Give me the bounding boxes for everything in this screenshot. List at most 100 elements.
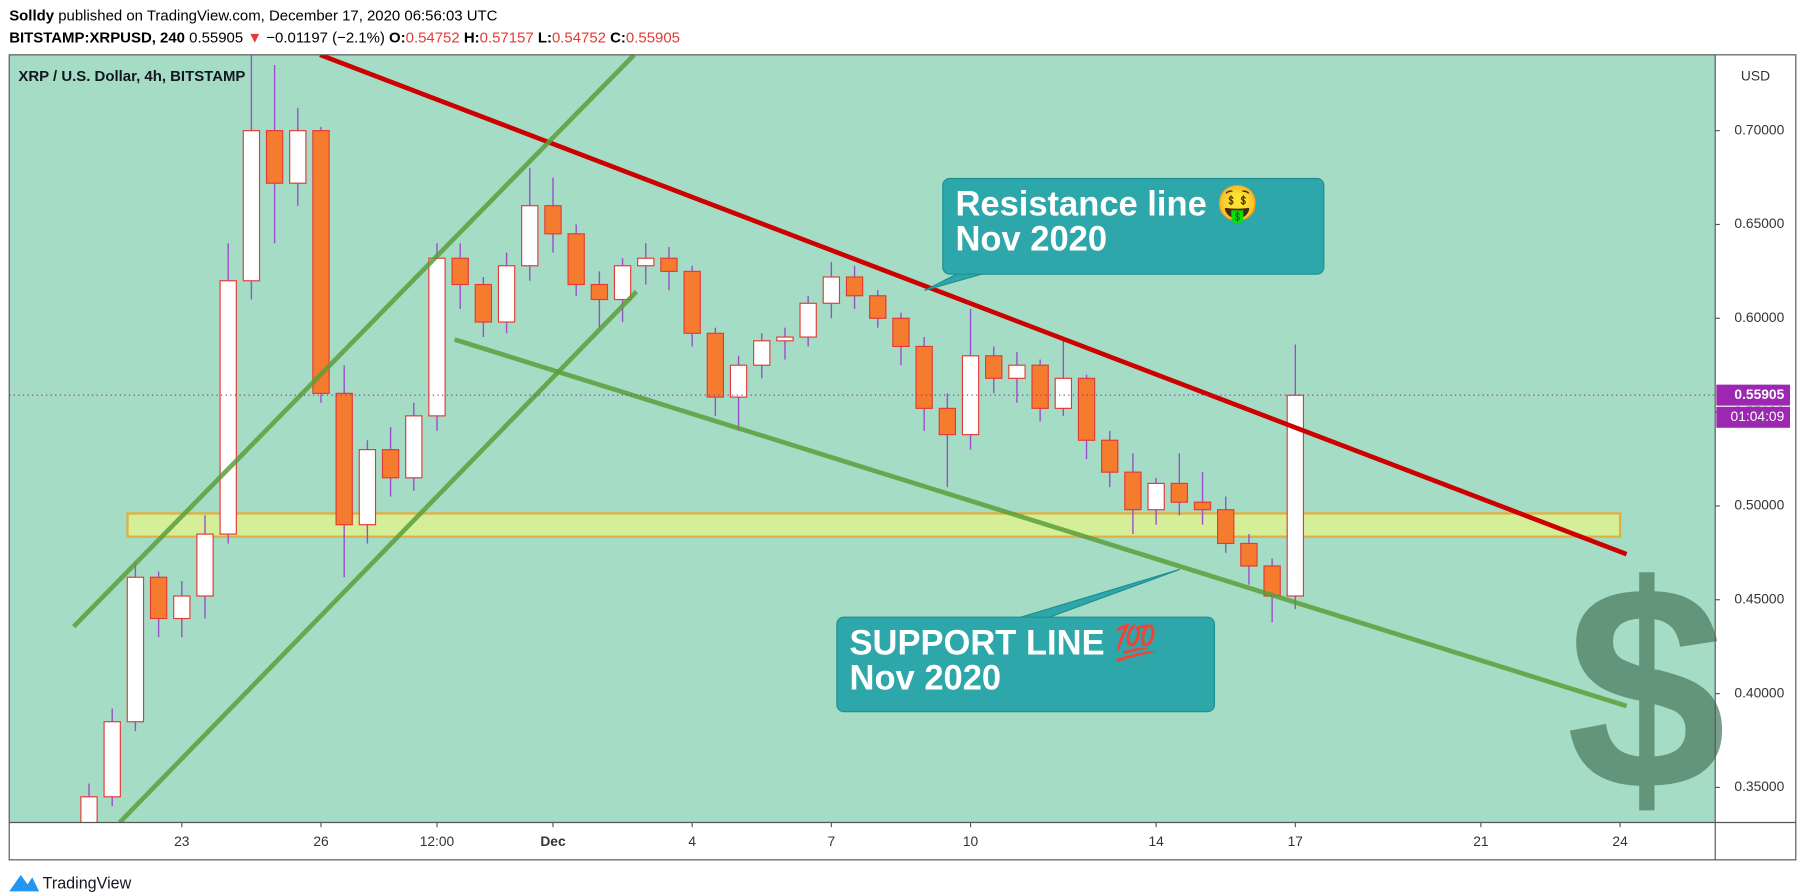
candle-body <box>1286 394 1305 597</box>
candle-body <box>822 276 841 304</box>
candle-body <box>544 205 562 235</box>
trend-line <box>72 54 636 629</box>
candle-body <box>729 364 748 398</box>
candle-body <box>845 276 864 297</box>
header-line-1: Solldy published on TradingView.com, Dec… <box>9 7 497 24</box>
candle-body <box>428 257 446 417</box>
symbol: BITSTAMP:XRPUSD, 240 <box>9 29 185 46</box>
y-tick-label: 0.65000 <box>1734 215 1784 231</box>
candle-body <box>683 270 701 334</box>
logo-icon <box>9 875 40 892</box>
candle-body <box>381 449 400 479</box>
candle-body <box>1054 377 1073 409</box>
candle-body <box>1101 439 1119 473</box>
change: −0.01197 (−2.1%) <box>266 29 385 46</box>
frame <box>8 54 1797 861</box>
plot <box>9 54 1716 823</box>
o-value: 0.54752 <box>406 29 460 46</box>
candle-body <box>799 302 817 338</box>
candle-body <box>358 449 377 526</box>
price-axis-panel <box>1715 54 1796 823</box>
c-label: C: <box>610 29 626 46</box>
candle-body <box>80 796 98 823</box>
candle-body <box>265 130 284 184</box>
price: 0.55905 <box>189 29 243 46</box>
currency: USD <box>1741 68 1770 84</box>
time-axis-panel <box>9 822 1796 860</box>
candle-body <box>521 205 539 267</box>
trend-line <box>117 290 639 823</box>
x-tick-label: 10 <box>963 833 979 849</box>
legend: XRP / U.S. Dollar, 4h, BITSTAMP <box>18 68 245 85</box>
candle-body <box>196 533 214 597</box>
overlay: $ XRP / U.S. Dollar, 4h, BITSTAMP Resistan… <box>18 68 1726 851</box>
candle-body <box>126 576 145 723</box>
candle-body <box>149 576 168 620</box>
author: Solldy <box>9 7 54 24</box>
arrow: ▼ <box>247 29 262 46</box>
candle-body <box>1217 509 1235 545</box>
x-tick-label: 24 <box>1612 833 1628 849</box>
candle-body <box>892 317 910 348</box>
candle-body <box>497 265 516 323</box>
candle-body <box>637 257 655 267</box>
l-label: L: <box>538 29 552 46</box>
candle-body <box>613 265 632 301</box>
candle-body <box>1031 364 1049 409</box>
candle-body <box>173 595 191 620</box>
candle-body <box>1008 364 1026 379</box>
y-tick-label: 0.50000 <box>1734 497 1784 513</box>
l-value: 0.54752 <box>552 29 606 46</box>
candle-body <box>451 257 469 286</box>
candle-body <box>312 130 330 394</box>
candle-body <box>567 233 585 286</box>
candle-body <box>474 283 493 323</box>
brand: TradingView <box>43 875 132 893</box>
candle-body <box>869 295 887 319</box>
x-tick-label: 14 <box>1148 833 1164 849</box>
candle-body <box>1147 482 1165 511</box>
candle-body <box>776 336 794 342</box>
candle-body <box>1077 377 1096 441</box>
watermark: $ <box>1566 526 1726 851</box>
h-value: 0.57157 <box>480 29 534 46</box>
o-label: O: <box>389 29 406 46</box>
x-tick-label: 12:00 <box>420 833 455 849</box>
x-tick-label: 26 <box>313 833 329 849</box>
candle-body <box>1124 471 1142 511</box>
y-tick-label: 0.70000 <box>1734 121 1784 137</box>
y-tick-label: 0.35000 <box>1734 778 1784 794</box>
trend-line <box>319 54 1628 557</box>
last-price-label: 0.55905 <box>1734 386 1784 402</box>
candle-body <box>985 355 1003 379</box>
countdown: 01:04:09 <box>1731 408 1785 424</box>
y-tick-label: 0.40000 <box>1734 684 1784 700</box>
callout-text: Nov 2020 <box>955 221 1107 259</box>
callout-text: Nov 2020 <box>850 659 1002 697</box>
x-tick-label: 23 <box>174 833 190 849</box>
last-price-tag <box>1716 384 1791 406</box>
candle-body <box>103 721 121 798</box>
y-tick-label: 0.45000 <box>1734 590 1784 606</box>
header-line-2: BITSTAMP:XRPUSD, 240 0.55905 ▼ −0.01197 … <box>9 29 680 46</box>
candle-body <box>706 332 725 398</box>
x-tick-label: 4 <box>688 833 696 849</box>
x-tick-label: 17 <box>1288 833 1304 849</box>
published: published on TradingView.com, December 1… <box>58 7 497 24</box>
x-tick-label: 7 <box>828 833 836 849</box>
candle-body <box>1240 542 1258 567</box>
x-tick-label: Dec <box>540 833 566 849</box>
candle-body <box>1170 482 1189 503</box>
callout-text: Resistance line 🤑 <box>955 185 1259 225</box>
support-zone <box>126 512 1622 538</box>
callout-box <box>942 177 1325 275</box>
candle-body <box>915 345 933 409</box>
x-tick-label: 21 <box>1473 833 1489 849</box>
h-label: H: <box>464 29 480 46</box>
callout-text: SUPPORT LINE 💯 <box>850 622 1158 662</box>
callout-box <box>836 616 1216 713</box>
candle-body <box>219 280 237 535</box>
candle-body <box>590 283 609 301</box>
candle-body <box>753 340 771 366</box>
